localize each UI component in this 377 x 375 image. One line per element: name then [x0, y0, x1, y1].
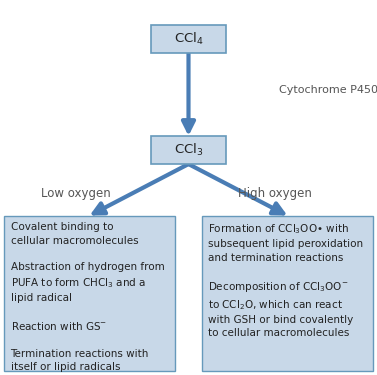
- FancyArrowPatch shape: [93, 164, 188, 213]
- Text: CCl$_4$: CCl$_4$: [174, 32, 203, 47]
- FancyBboxPatch shape: [151, 136, 226, 164]
- Text: High oxygen: High oxygen: [238, 187, 312, 200]
- Text: CCl$_3$: CCl$_3$: [174, 142, 203, 158]
- Text: Covalent binding to
cellular macromolecules
 
Abstraction of hydrogen from
PUFA : Covalent binding to cellular macromolecu…: [11, 222, 164, 372]
- FancyArrowPatch shape: [188, 164, 284, 213]
- Text: Low oxygen: Low oxygen: [40, 187, 110, 200]
- FancyBboxPatch shape: [151, 26, 226, 54]
- Text: Formation of CCl$_3$OO• with
subsequent lipid peroxidation
and termination react: Formation of CCl$_3$OO• with subsequent …: [208, 222, 363, 338]
- FancyBboxPatch shape: [4, 216, 175, 371]
- FancyArrowPatch shape: [183, 54, 194, 131]
- FancyBboxPatch shape: [202, 216, 373, 371]
- Text: Cytochrome P450: Cytochrome P450: [279, 85, 377, 95]
